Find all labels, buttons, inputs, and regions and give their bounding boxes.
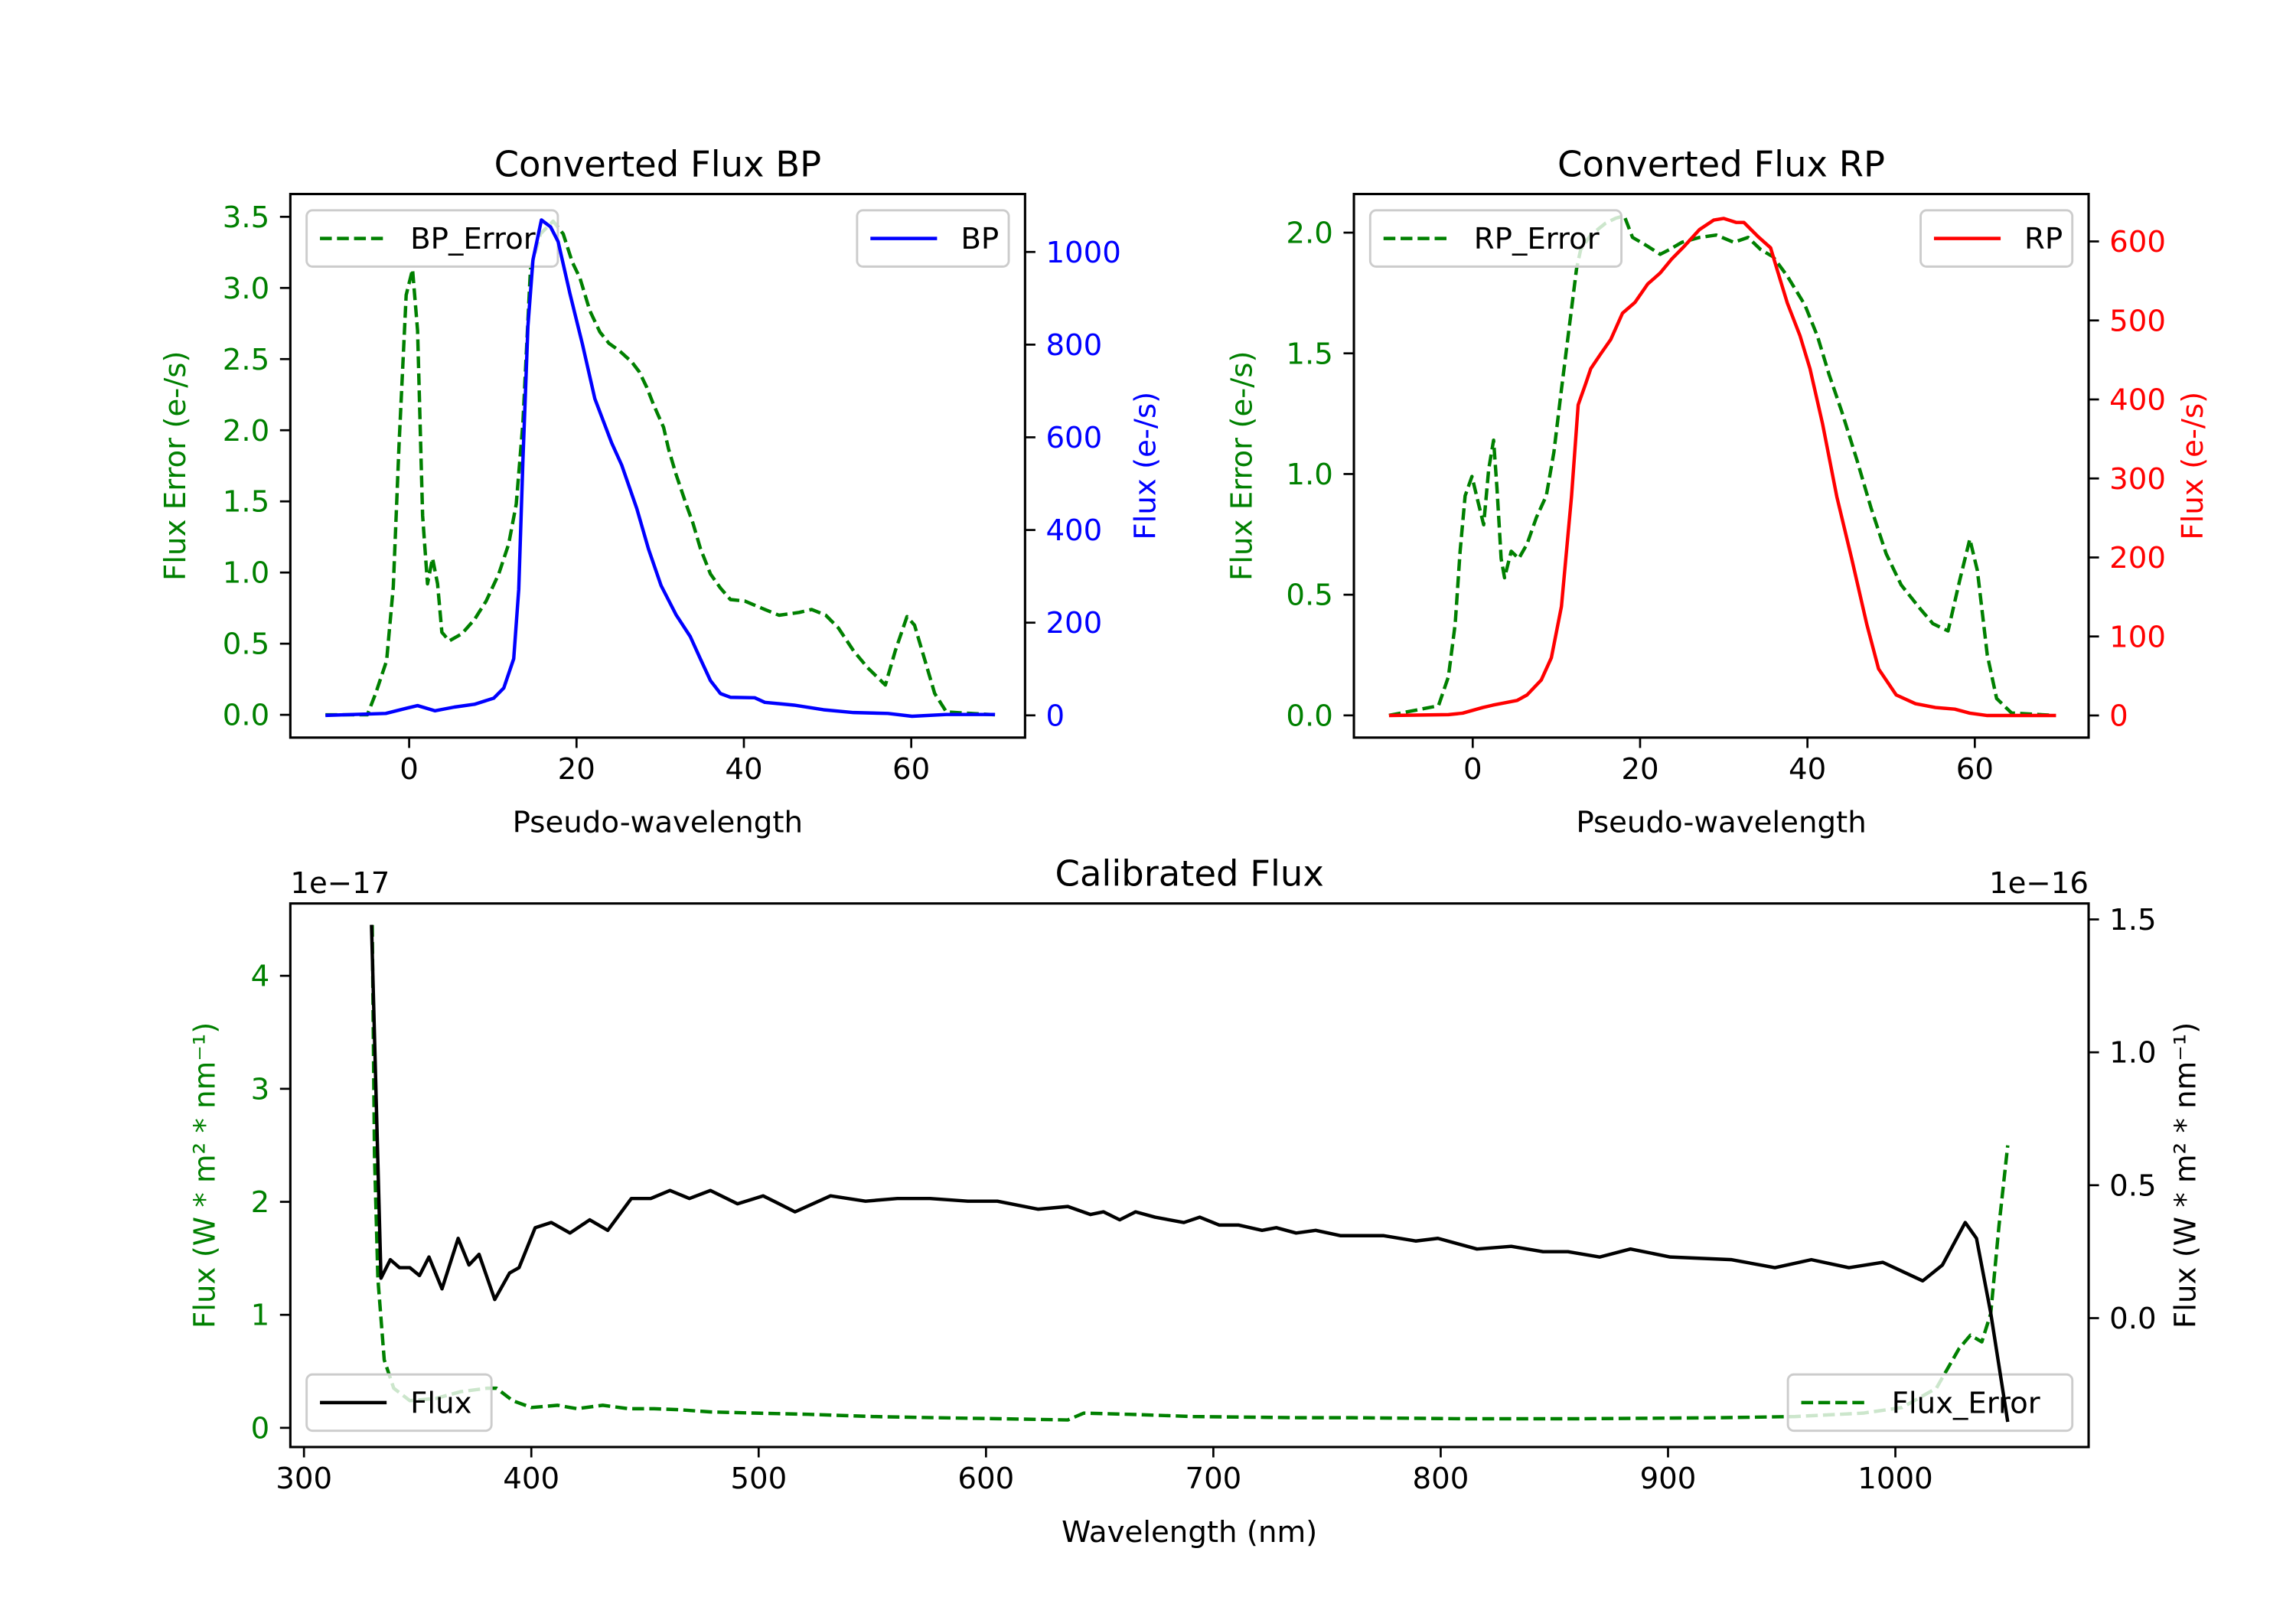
y-left-tick-label: 1 — [251, 1299, 270, 1333]
y-left-tick-label: 1.0 — [1286, 458, 1333, 492]
y-left-tick-label: 0 — [251, 1411, 270, 1446]
legend-label: Flux — [410, 1386, 471, 1420]
y-left-axis-label: Flux (W * m² * nm⁻¹) — [188, 1022, 223, 1328]
x-axis-label: Pseudo-wavelength — [513, 806, 803, 840]
y-right-tick-label: 200 — [1045, 606, 1102, 641]
y-left-tick-label: 0.5 — [223, 627, 270, 662]
legend-label: BP — [960, 222, 999, 256]
y-left-tick-label: 1.5 — [223, 485, 270, 520]
x-tick-label: 20 — [1621, 752, 1658, 787]
y-right-axis-label: Flux (e-/s) — [1129, 392, 1163, 540]
y-left-offset-text: 1e−17 — [290, 866, 390, 901]
y-right-tick-label: 1000 — [1045, 236, 1120, 270]
legend-bp-error: BP_Error — [305, 209, 559, 268]
x-tick-label: 700 — [1185, 1462, 1241, 1496]
y-right-tick-label: 1.5 — [2109, 903, 2157, 937]
x-axis-label: Pseudo-wavelength — [1576, 806, 1866, 840]
legend-bp: BP — [856, 209, 1010, 268]
y-right-axis-label: Flux (W * m² * nm⁻¹) — [2168, 1022, 2203, 1328]
x-axis-label: Wavelength (nm) — [1062, 1515, 1317, 1550]
legend-box — [1368, 209, 1623, 268]
y-right-tick-label: 800 — [1045, 328, 1102, 363]
x-tick-label: 60 — [1956, 752, 1994, 787]
legend-box — [305, 1373, 493, 1433]
y-left-axis-label: Flux Error (e-/s) — [1225, 350, 1259, 580]
x-tick-label: 0 — [1463, 752, 1482, 787]
y-left-tick-label: 1.0 — [223, 556, 270, 591]
y-right-tick-label: 1.0 — [2109, 1036, 2157, 1071]
series-line-flux — [370, 924, 2010, 1423]
legend-label: Flux_Error — [1892, 1386, 2040, 1420]
axes-frame — [289, 193, 1026, 739]
legend-flux-error: Flux_Error — [1786, 1373, 2074, 1433]
y-left-tick-label: 2.0 — [1286, 217, 1333, 251]
x-tick-label: 300 — [276, 1462, 332, 1496]
y-left-axis-label: Flux Error (e-/s) — [158, 350, 193, 580]
x-tick-label: 600 — [957, 1462, 1014, 1496]
x-tick-label: 900 — [1640, 1462, 1697, 1496]
series-line-bp — [325, 218, 996, 719]
legend-label: RP — [2024, 222, 2063, 256]
legend-label: BP_Error — [410, 222, 536, 256]
x-tick-label: 40 — [1789, 752, 1826, 787]
x-tick-label: 500 — [730, 1462, 787, 1496]
legend-flux: Flux — [305, 1373, 493, 1433]
legend-rp-error: RP_Error — [1368, 209, 1623, 268]
y-right-axis-label: Flux (e-/s) — [2176, 392, 2210, 540]
y-right-tick-label: 0.5 — [2109, 1169, 2157, 1203]
y-left-tick-label: 1.5 — [1286, 337, 1333, 371]
x-tick-label: 1000 — [1857, 1462, 1932, 1496]
x-tick-label: 800 — [1413, 1462, 1469, 1496]
x-tick-label: 400 — [503, 1462, 559, 1496]
chart-title: Converted Flux BP — [494, 143, 822, 184]
y-right-tick-label: 400 — [2109, 383, 2166, 418]
series-line-rp — [1388, 217, 2056, 718]
chart-title: Calibrated Flux — [1055, 852, 1324, 894]
y-right-tick-label: 500 — [2109, 304, 2166, 338]
x-tick-label: 40 — [725, 752, 762, 787]
series-line-rp-error — [1388, 214, 2054, 718]
y-left-tick-label: 3.0 — [223, 272, 270, 306]
x-tick-label: 60 — [892, 752, 930, 787]
chart-panel-rp: RP_Error RP 0 20 40 60 0.0 0.5 1.0 1.5 2.0 0 100 200 3… — [1225, 143, 2210, 839]
x-tick-label: 20 — [558, 752, 595, 787]
chart-title: Converted Flux RP — [1557, 143, 1885, 184]
legend-rp: RP — [1919, 209, 2074, 268]
chart-panel-cal: Flux_Error Flux 300 400 500 600 700 800 900 1000 0… — [188, 852, 2203, 1549]
axes-frame — [1352, 193, 2090, 739]
y-right-tick-label: 400 — [1045, 513, 1102, 548]
axes-frame — [289, 902, 2090, 1449]
chart-panel-bp: BP_Error BP 0 20 40 60 0.0 0.5 1.0 1.5 2.0 2.5 3.0 3.… — [158, 143, 1163, 839]
series-line-bp-error — [325, 219, 996, 717]
y-right-tick-label: 300 — [2109, 462, 2166, 497]
y-left-tick-label: 0.0 — [223, 699, 270, 733]
y-right-tick-label: 600 — [1045, 421, 1102, 455]
y-right-tick-label: 0 — [1045, 699, 1065, 733]
y-right-tick-label: 100 — [2109, 620, 2166, 654]
y-left-tick-label: 3.5 — [223, 200, 270, 235]
y-left-tick-label: 0.0 — [1286, 699, 1333, 733]
y-right-tick-label: 600 — [2109, 225, 2166, 259]
y-left-tick-label: 2.5 — [223, 343, 270, 377]
y-left-tick-label: 3 — [251, 1072, 270, 1107]
y-right-tick-label: 200 — [2109, 541, 2166, 575]
legend-label: RP_Error — [1474, 222, 1600, 256]
y-left-tick-label: 2 — [251, 1185, 270, 1220]
y-right-tick-label: 0 — [2109, 699, 2128, 734]
y-left-tick-label: 2.0 — [223, 414, 270, 448]
y-left-tick-label: 4 — [251, 960, 270, 994]
x-tick-label: 0 — [400, 752, 419, 787]
y-right-offset-text: 1e−16 — [1989, 866, 2089, 901]
y-right-tick-label: 0.0 — [2109, 1302, 2157, 1336]
y-left-tick-label: 0.5 — [1286, 579, 1333, 613]
